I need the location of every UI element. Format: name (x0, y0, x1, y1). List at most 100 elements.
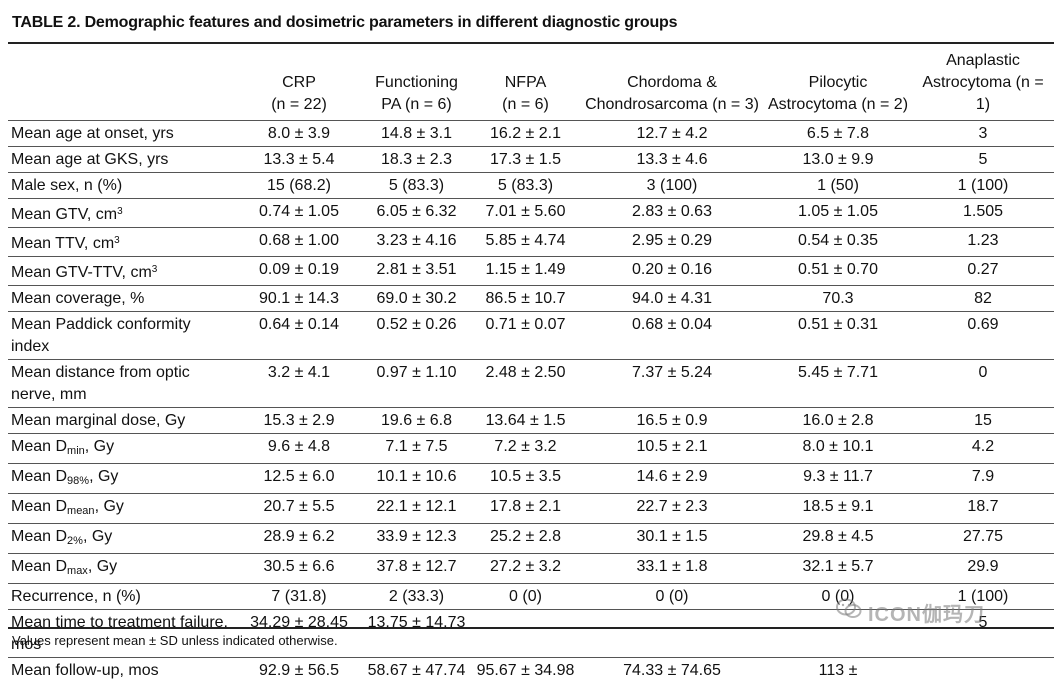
table-cell: 1 (100) (912, 173, 1054, 199)
table-cell: 1.05 ± 1.05 (764, 199, 912, 228)
watermark: ICON伽玛刀 (836, 596, 1046, 626)
table-cell: 13.3 ± 4.6 (580, 147, 764, 173)
table-cell: 0.97 ± 1.10 (362, 360, 471, 408)
table-cell: 95.67 ± 34.98 (471, 658, 580, 683)
table-cell: 18.7 (912, 494, 1054, 524)
table-cell (471, 610, 580, 658)
table-cell: 5 (83.3) (471, 173, 580, 199)
row-label: Mean marginal dose, Gy (8, 408, 236, 434)
table-cell: 74.33 ± 74.65 (580, 658, 764, 683)
table-cell: 7.9 (912, 464, 1054, 494)
table-cell: 0.51 ± 0.31 (764, 312, 912, 360)
row-label: Mean GTV-TTV, cm3 (8, 257, 236, 286)
table-cell: 13.0 ± 9.9 (764, 147, 912, 173)
row-label: Mean Dmax, Gy (8, 554, 236, 584)
bottom-rule (8, 627, 1054, 629)
table-cell: 10.5 ± 2.1 (580, 434, 764, 464)
table-cell: 3 (912, 121, 1054, 147)
table-cell: 22.1 ± 12.1 (362, 494, 471, 524)
table-cell: 17.8 ± 2.1 (471, 494, 580, 524)
table-cell: 32.1 ± 5.7 (764, 554, 912, 584)
table-cell: 0.09 ± 0.19 (236, 257, 362, 286)
table-cell: 0 (0) (580, 584, 764, 610)
row-label: Mean coverage, % (8, 286, 236, 312)
table-cell: 0.71 ± 0.07 (471, 312, 580, 360)
row-label: Mean D2%, Gy (8, 524, 236, 554)
table-cell: 0.69 (912, 312, 1054, 360)
top-rule (8, 42, 1054, 44)
column-header (8, 46, 236, 121)
table-cell: 9.3 ± 11.7 (764, 464, 912, 494)
table-cell: 6.5 ± 7.8 (764, 121, 912, 147)
table-cell: 7.01 ± 5.60 (471, 199, 580, 228)
table-cell: 15.3 ± 2.9 (236, 408, 362, 434)
table-cell: 58.67 ± 47.74 (362, 658, 471, 683)
row-label: Recurrence, n (%) (8, 584, 236, 610)
table-cell: 1.15 ± 1.49 (471, 257, 580, 286)
column-header: NFPA(n = 6) (471, 46, 580, 121)
table-cell: 2.48 ± 2.50 (471, 360, 580, 408)
table-cell: 12.7 ± 4.2 (580, 121, 764, 147)
table-cell: 1 (50) (764, 173, 912, 199)
column-header: CRP(n = 22) (236, 46, 362, 121)
table-cell: 3.23 ± 4.16 (362, 228, 471, 257)
table-cell: 10.1 ± 10.6 (362, 464, 471, 494)
row-label: Mean GTV, cm3 (8, 199, 236, 228)
table-cell: 7.1 ± 7.5 (362, 434, 471, 464)
table-cell: 13.3 ± 5.4 (236, 147, 362, 173)
table-title: TABLE 2. Demographic features and dosime… (12, 14, 677, 32)
table-cell: 20.7 ± 5.5 (236, 494, 362, 524)
table-cell: 37.8 ± 12.7 (362, 554, 471, 584)
table-cell: 13.75 ± 14.73 (362, 610, 471, 658)
table-cell (912, 658, 1054, 683)
table-cell: 3 (100) (580, 173, 764, 199)
table-cell: 27.2 ± 3.2 (471, 554, 580, 584)
table-cell: 13.64 ± 1.5 (471, 408, 580, 434)
wechat-icon (836, 598, 862, 620)
table-cell: 17.3 ± 1.5 (471, 147, 580, 173)
table-cell: 15 (912, 408, 1054, 434)
table-row: Male sex, n (%)15 (68.2)5 (83.3)5 (83.3)… (8, 173, 1054, 199)
table-cell: 0.54 ± 0.35 (764, 228, 912, 257)
table-cell: 0.51 ± 0.70 (764, 257, 912, 286)
table-cell: 2 (33.3) (362, 584, 471, 610)
table-cell: 29.9 (912, 554, 1054, 584)
row-label: Male sex, n (%) (8, 173, 236, 199)
table-cell: 0 (0) (471, 584, 580, 610)
table-cell (580, 610, 764, 658)
table-cell: 9.6 ± 4.8 (236, 434, 362, 464)
row-label: Mean age at onset, yrs (8, 121, 236, 147)
table-cell: 0.74 ± 1.05 (236, 199, 362, 228)
row-label: Mean age at GKS, yrs (8, 147, 236, 173)
table-cell: 5.85 ± 4.74 (471, 228, 580, 257)
row-label: Mean Dmin, Gy (8, 434, 236, 464)
table-cell: 86.5 ± 10.7 (471, 286, 580, 312)
watermark-text: ICON伽玛刀 (868, 598, 985, 627)
table-cell: 2.95 ± 0.29 (580, 228, 764, 257)
table-cell: 16.0 ± 2.8 (764, 408, 912, 434)
table-cell: 1.505 (912, 199, 1054, 228)
table-cell: 16.5 ± 0.9 (580, 408, 764, 434)
table-cell: 7.37 ± 5.24 (580, 360, 764, 408)
table-cell: 0.68 ± 0.04 (580, 312, 764, 360)
table-cell: 5.45 ± 7.71 (764, 360, 912, 408)
table-cell: 0.27 (912, 257, 1054, 286)
table-cell: 18.5 ± 9.1 (764, 494, 912, 524)
table-cell: 5 (912, 147, 1054, 173)
table-cell: 15 (68.2) (236, 173, 362, 199)
row-label: Mean TTV, cm3 (8, 228, 236, 257)
table-cell: 14.6 ± 2.9 (580, 464, 764, 494)
